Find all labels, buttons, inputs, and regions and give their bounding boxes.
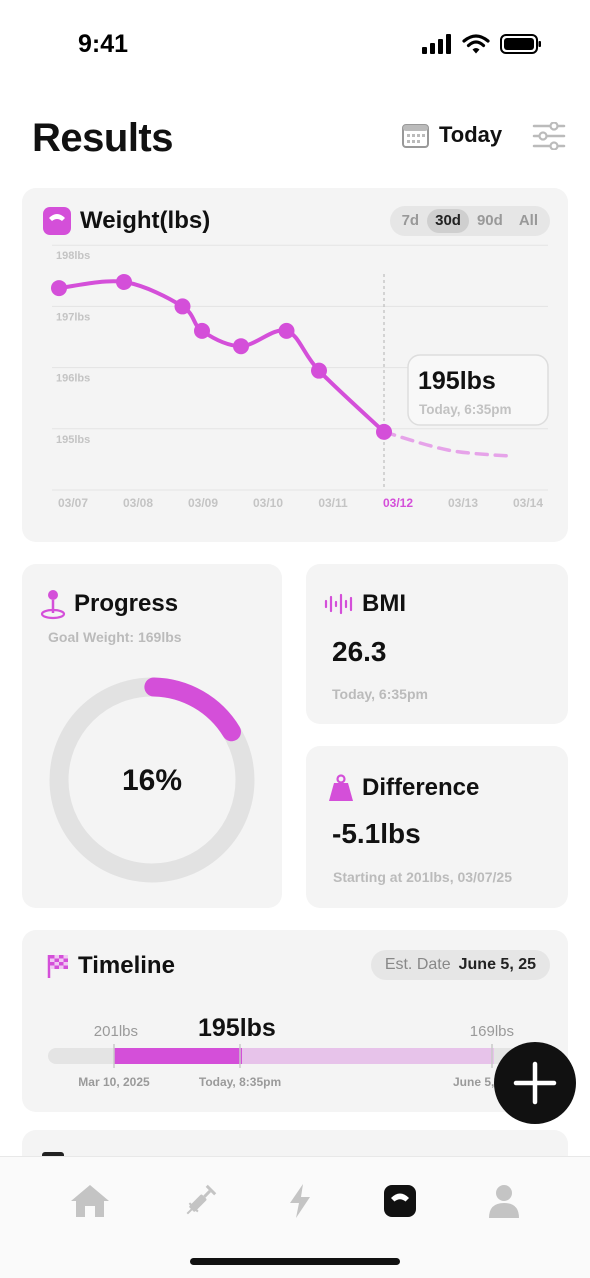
x-tick-label: 03/10 <box>253 496 283 510</box>
difference-title: Difference <box>362 774 480 801</box>
estimated-date-pill[interactable]: Est. Date June 5, 25 <box>370 950 550 980</box>
x-tick-label: 03/14 <box>513 496 543 510</box>
timeline-remaining-segment <box>242 1048 494 1064</box>
header: Results Today <box>0 110 590 170</box>
timeline-card[interactable]: Timeline Est. Date June 5, 25 201lbs 195… <box>22 930 568 1112</box>
lightning-icon <box>290 1184 310 1218</box>
tab-results[interactable] <box>378 1179 422 1223</box>
difference-note: Starting at 201lbs, 03/07/25 <box>333 869 512 885</box>
y-tick-label: 195lbs <box>56 434 90 446</box>
add-entry-button[interactable] <box>494 1042 576 1124</box>
sliders-icon <box>532 121 566 151</box>
range-tabs: 7d 30d 90d All <box>389 206 550 236</box>
bmi-title-row: BMI <box>324 590 406 618</box>
scale-icon <box>384 1185 416 1217</box>
status-bar: 9:41 <box>0 0 590 90</box>
progress-title-row: Progress <box>40 588 178 620</box>
chart-point[interactable] <box>376 423 392 440</box>
chart-tooltip: 195lbs Today, 6:35pm <box>407 354 549 426</box>
chart-point[interactable] <box>311 362 327 379</box>
timeline-title-row: Timeline <box>46 952 175 980</box>
scale-icon <box>43 207 71 235</box>
bmi-card[interactable]: BMI 26.3 Today, 6:35pm <box>306 564 568 724</box>
tooltip-value: 195lbs <box>418 367 496 395</box>
tab-activity[interactable] <box>278 1179 322 1223</box>
status-icons <box>422 34 542 54</box>
progress-title: Progress <box>74 590 179 617</box>
weight-card: Weight(lbs) 7d 30d 90d All 198lbs 197lbs 1… <box>22 188 568 542</box>
calendar-icon <box>402 123 429 148</box>
profile-icon <box>489 1185 519 1218</box>
difference-card[interactable]: Difference -5.1lbs Starting at 201lbs, 0… <box>306 746 568 908</box>
range-tab-90d[interactable]: 90d <box>476 212 503 229</box>
plus-icon <box>513 1061 557 1105</box>
weight-series-line <box>57 279 386 434</box>
bmi-value: 26.3 <box>332 636 387 667</box>
difference-value: -5.1lbs <box>332 818 421 849</box>
chart-point[interactable] <box>278 322 295 339</box>
signal-icon <box>422 34 451 54</box>
tab-injections[interactable] <box>178 1179 222 1223</box>
y-tick-label: 196lbs <box>56 373 90 385</box>
timeline-start-weight: 201lbs <box>94 1023 138 1040</box>
range-tab-all[interactable]: All <box>518 212 538 229</box>
progress-percent: 16% <box>122 764 182 797</box>
timeline-current-date: Today, 8:35pm <box>199 1075 281 1089</box>
tooltip-time: Today, 6:35pm <box>419 402 512 417</box>
chart-point[interactable] <box>194 322 210 339</box>
home-icon <box>71 1185 109 1217</box>
progress-card[interactable]: Progress Goal Weight: 169lbs 16% <box>22 564 282 908</box>
timeline-bar: 201lbs 195lbs 169lbs Mar 10, 2025 Today,… <box>48 1014 518 1089</box>
tab-home[interactable] <box>68 1179 112 1223</box>
timeline-current-weight: 195lbs <box>198 1014 276 1042</box>
filter-button[interactable] <box>532 121 566 151</box>
bmi-title: BMI <box>362 590 406 617</box>
next-card-icon <box>42 1152 64 1158</box>
timeline-start-date: Mar 10, 2025 <box>78 1075 150 1089</box>
checkered-flag-icon <box>47 955 68 978</box>
chart-point[interactable] <box>116 273 132 290</box>
est-date-label: Est. Date <box>384 956 451 973</box>
map-pin-icon <box>40 590 66 620</box>
x-tick-label: 03/08 <box>123 496 153 510</box>
tab-profile[interactable] <box>482 1179 526 1223</box>
weight-card-title: Weight(lbs) <box>80 207 211 234</box>
chart-point[interactable] <box>51 280 67 297</box>
x-tick-label: 03/09 <box>188 496 218 510</box>
page-title: Results <box>32 116 174 160</box>
x-tick-label: 03/12 <box>383 496 413 510</box>
x-tick-label: 03/07 <box>58 496 88 510</box>
status-time: 9:41 <box>78 30 129 58</box>
timeline-goal-weight: 169lbs <box>470 1023 514 1040</box>
bmi-time: Today, 6:35pm <box>332 686 428 702</box>
date-label: Today <box>439 122 503 147</box>
home-indicator <box>190 1258 400 1265</box>
y-tick-label: 198lbs <box>56 250 90 262</box>
tab-bar <box>0 1156 590 1278</box>
difference-title-row: Difference <box>328 774 479 802</box>
goal-weight-label: Goal Weight: 169lbs <box>48 629 182 645</box>
wifi-icon <box>462 34 490 54</box>
est-date-value: June 5, 25 <box>458 956 536 973</box>
timeline-done-segment <box>114 1048 242 1064</box>
chart-point[interactable] <box>174 298 191 315</box>
waveform-icon <box>324 593 353 615</box>
projection-line <box>382 430 516 459</box>
range-tab-7d[interactable]: 7d <box>401 212 420 229</box>
progress-arc <box>144 677 242 742</box>
timeline-end-date: June 5, <box>453 1075 494 1089</box>
timeline-title: Timeline <box>78 952 175 979</box>
date-picker-button[interactable]: Today <box>402 122 502 148</box>
weight-chart: 198lbs 197lbs 196lbs 195lbs 03/07 03/08 03/09… <box>51 244 549 510</box>
weight-icon <box>329 774 353 801</box>
range-tab-30d[interactable]: 30d <box>427 209 469 233</box>
weight-card-title-row: Weight(lbs) <box>42 206 210 236</box>
x-tick-label: 03/13 <box>448 496 478 510</box>
progress-ring: 16% <box>49 677 255 883</box>
syringe-icon <box>186 1184 217 1215</box>
x-tick-label: 03/11 <box>318 496 348 510</box>
y-tick-label: 197lbs <box>56 311 90 323</box>
chart-point[interactable] <box>233 338 249 355</box>
battery-icon <box>500 34 541 54</box>
